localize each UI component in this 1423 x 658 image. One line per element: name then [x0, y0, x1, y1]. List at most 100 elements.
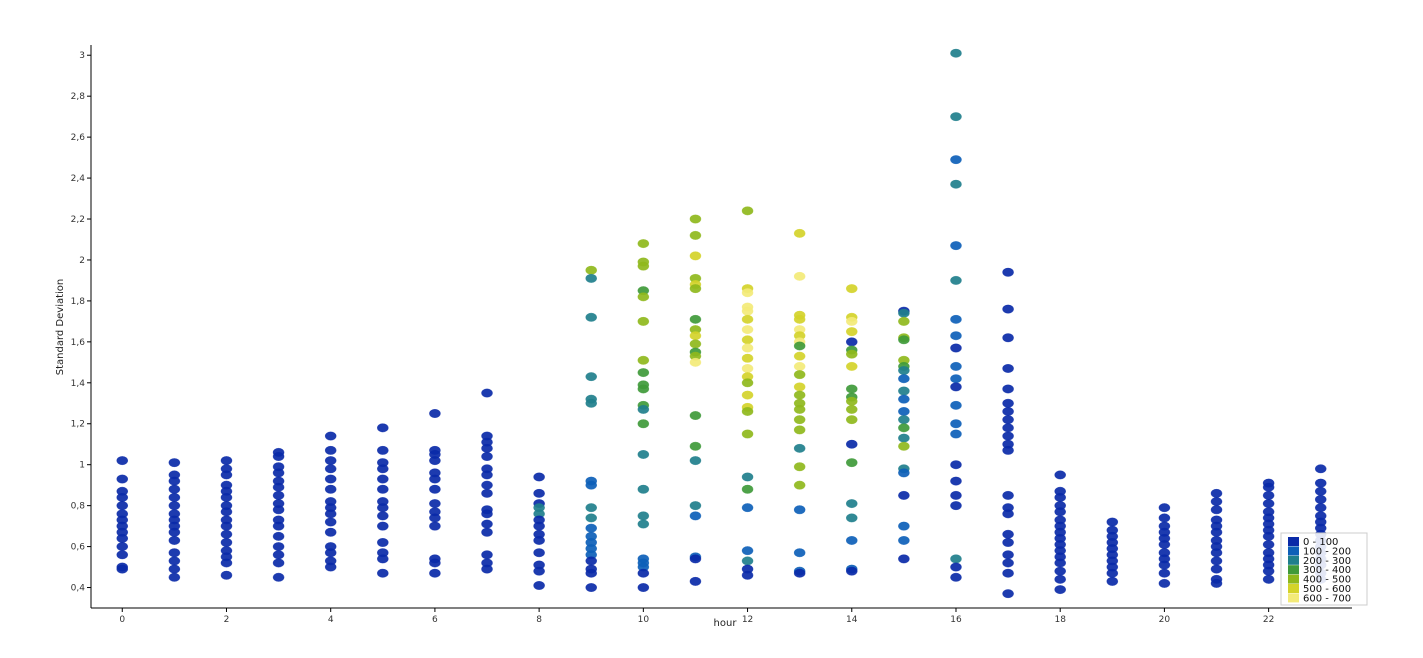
data-point — [1002, 589, 1014, 599]
data-point — [377, 521, 389, 531]
data-point — [377, 568, 389, 578]
data-point — [1106, 576, 1119, 586]
data-point — [377, 503, 389, 513]
data-point — [898, 423, 910, 433]
data-point — [585, 265, 598, 275]
data-point — [272, 521, 285, 531]
data-point — [793, 390, 806, 400]
data-point — [689, 441, 702, 451]
data-point — [272, 490, 285, 500]
data-point — [741, 484, 754, 494]
legend-swatch — [1288, 565, 1299, 575]
data-point — [272, 550, 285, 560]
data-point — [1054, 470, 1066, 480]
data-point — [741, 406, 754, 416]
data-point — [637, 484, 650, 494]
data-point — [585, 523, 598, 533]
data-point — [845, 349, 858, 359]
data-point — [1158, 540, 1171, 550]
data-point — [1210, 488, 1223, 498]
data-point — [689, 576, 702, 586]
data-point — [950, 112, 962, 122]
data-point — [741, 429, 754, 439]
data-point — [950, 490, 962, 500]
data-point — [689, 511, 702, 521]
y-tick-label: 0,8 — [71, 502, 86, 512]
data-point — [481, 443, 493, 453]
data-point — [481, 509, 493, 519]
data-point — [272, 542, 285, 552]
data-point — [1210, 564, 1223, 574]
data-point — [168, 476, 181, 486]
data-point — [845, 566, 858, 576]
data-point — [168, 458, 181, 468]
data-point — [1002, 537, 1014, 547]
data-point — [1210, 556, 1223, 566]
y-tick-label: 2,4 — [71, 174, 86, 184]
data-point — [1002, 568, 1014, 578]
data-point — [793, 271, 806, 281]
data-point — [1262, 531, 1275, 541]
data-point — [1054, 585, 1066, 595]
data-point — [533, 488, 545, 498]
legend-label: 600 - 700 — [1303, 593, 1351, 604]
data-point — [950, 562, 962, 572]
y-tick-label: 0,6 — [71, 543, 86, 553]
legend-swatch — [1288, 574, 1299, 584]
data-point — [793, 351, 806, 361]
data-point — [1262, 540, 1275, 550]
data-point — [168, 484, 181, 494]
data-point — [793, 314, 806, 324]
data-point — [898, 366, 910, 376]
points-layer — [116, 48, 1327, 599]
data-point — [377, 484, 389, 494]
legend-label: 400 - 500 — [1303, 575, 1351, 586]
data-point — [898, 441, 910, 451]
data-point — [898, 535, 910, 545]
data-point — [950, 275, 962, 285]
data-point — [1210, 527, 1223, 537]
data-point — [220, 558, 233, 568]
data-point — [741, 472, 754, 482]
y-tick-label: 1,8 — [71, 297, 86, 307]
data-point — [1106, 517, 1119, 527]
data-point — [689, 554, 702, 564]
data-point — [845, 535, 858, 545]
data-point — [1002, 384, 1014, 394]
data-point — [845, 316, 858, 326]
data-point — [585, 372, 598, 382]
data-point — [533, 566, 545, 576]
data-point — [1054, 492, 1066, 502]
legend-swatch — [1288, 546, 1299, 556]
x-tick-label: 14 — [846, 615, 858, 625]
data-point — [793, 404, 806, 414]
data-point — [585, 312, 598, 322]
data-point — [793, 341, 806, 351]
data-point — [1262, 574, 1275, 584]
data-point — [1002, 406, 1014, 416]
data-point — [793, 228, 806, 238]
legend-label: 200 - 300 — [1303, 556, 1351, 567]
data-point — [637, 261, 650, 271]
data-point — [689, 251, 702, 261]
data-point — [1054, 566, 1066, 576]
data-point — [1002, 363, 1014, 373]
data-point — [950, 48, 962, 58]
data-point — [168, 548, 181, 558]
y-tick-label: 2 — [79, 256, 85, 266]
data-point — [950, 343, 962, 353]
data-point — [220, 507, 233, 517]
data-point — [1106, 568, 1119, 578]
data-point — [1314, 464, 1327, 474]
data-point — [950, 331, 962, 341]
data-point — [950, 429, 962, 439]
data-point — [1262, 482, 1275, 492]
data-point — [898, 490, 910, 500]
data-point — [1002, 398, 1014, 408]
data-point — [741, 546, 754, 556]
data-point — [689, 314, 702, 324]
data-point — [429, 409, 441, 419]
data-point — [377, 554, 389, 564]
data-point — [741, 570, 754, 580]
